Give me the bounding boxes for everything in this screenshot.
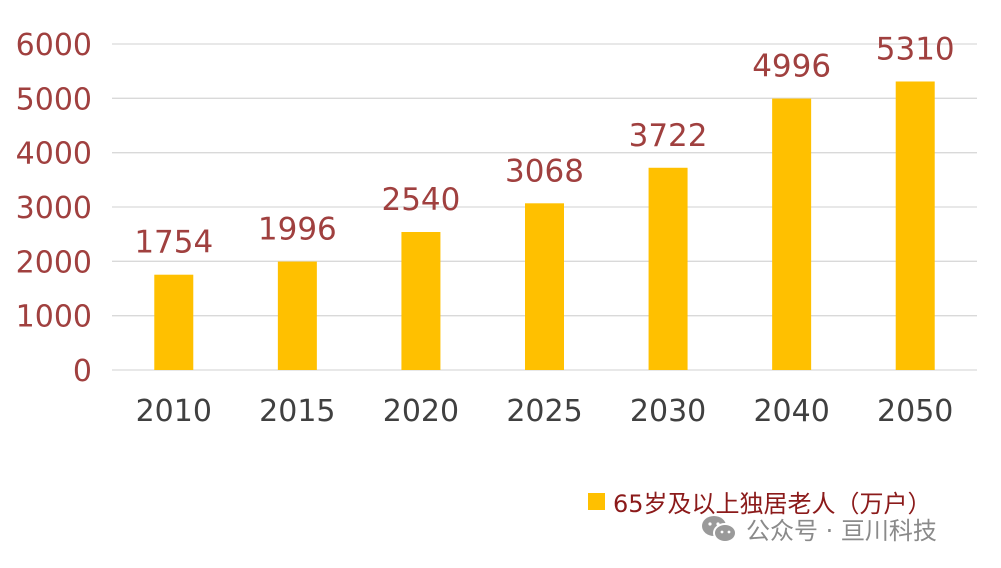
value-label: 5310 bbox=[876, 31, 955, 67]
watermark-text: 公众号 · 亘川科技 bbox=[746, 517, 937, 545]
value-labels: 1754 1996 2540 3068 3722 4996 5310 bbox=[134, 31, 954, 260]
y-tick-label: 2000 bbox=[16, 245, 92, 280]
bar-2040 bbox=[772, 98, 812, 371]
x-tick-label: 2025 bbox=[506, 394, 582, 429]
x-tick-label: 2020 bbox=[383, 394, 459, 429]
bar-2020 bbox=[401, 231, 441, 370]
bar-2010 bbox=[154, 274, 194, 370]
value-label: 3068 bbox=[505, 153, 584, 189]
y-axis-ticks: 0 1000 2000 3000 4000 5000 6000 bbox=[16, 28, 92, 389]
x-tick-label: 2040 bbox=[753, 394, 829, 429]
value-label: 1754 bbox=[134, 225, 213, 261]
watermark: 公众号 · 亘川科技 bbox=[700, 511, 937, 546]
y-tick-label: 5000 bbox=[16, 82, 92, 117]
y-tick-label: 0 bbox=[73, 354, 92, 389]
y-tick-label: 1000 bbox=[16, 300, 92, 335]
y-tick-label: 4000 bbox=[16, 137, 92, 172]
x-tick-label: 2015 bbox=[259, 394, 335, 429]
legend-swatch bbox=[588, 493, 605, 510]
value-label: 1996 bbox=[258, 212, 337, 248]
wechat-icon bbox=[702, 515, 737, 543]
value-label: 4996 bbox=[752, 49, 831, 85]
bar-chart: 0 1000 2000 3000 4000 5000 6000 1754 1996 2540 30… bbox=[16, 28, 977, 429]
x-axis-ticks: 2010 2015 2020 2025 2030 2040 2050 bbox=[136, 394, 954, 429]
legend-label: 65岁及以上独居老人（万户） bbox=[613, 490, 932, 518]
y-tick-label: 3000 bbox=[16, 191, 92, 226]
bar-2015 bbox=[277, 261, 317, 370]
bar-2030 bbox=[648, 167, 688, 370]
y-tick-label: 6000 bbox=[16, 28, 92, 63]
x-tick-label: 2010 bbox=[136, 394, 212, 429]
value-label: 3722 bbox=[629, 118, 708, 154]
bar-2050 bbox=[895, 81, 935, 371]
bars bbox=[154, 81, 935, 371]
legend: 65岁及以上独居老人（万户） bbox=[588, 484, 932, 519]
value-label: 2540 bbox=[381, 182, 460, 218]
bar-2025 bbox=[525, 203, 564, 370]
x-tick-label: 2030 bbox=[630, 394, 706, 429]
x-tick-label: 2050 bbox=[877, 394, 953, 429]
